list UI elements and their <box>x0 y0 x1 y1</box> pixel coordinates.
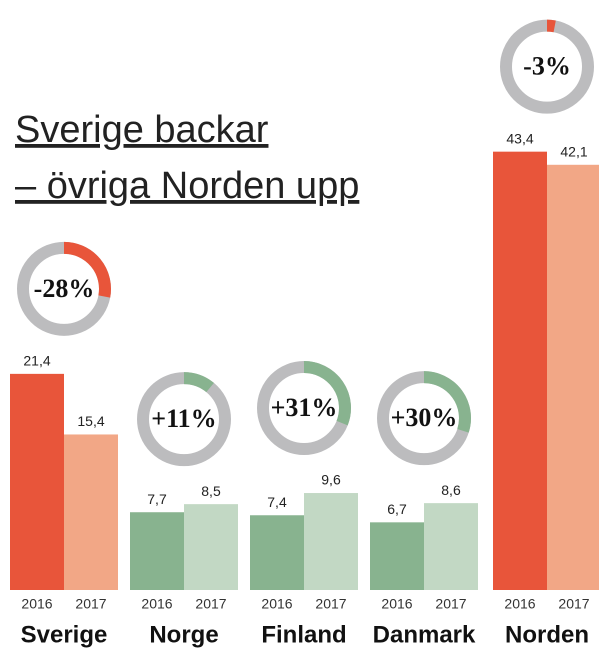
change-label: +11% <box>151 404 216 433</box>
bar <box>304 493 358 590</box>
bar <box>64 434 118 590</box>
group-label: Norge <box>149 621 218 648</box>
year-label: 2017 <box>75 596 106 612</box>
change-label: -3% <box>523 52 571 81</box>
year-label: 2016 <box>504 596 535 612</box>
value-label: 9,6 <box>321 472 341 488</box>
group-label: Danmark <box>373 621 476 648</box>
value-label: 6,7 <box>387 501 407 517</box>
bar <box>370 522 424 590</box>
bar <box>250 515 304 590</box>
bar <box>10 373 64 590</box>
change-arc <box>546 19 556 33</box>
bar <box>184 504 238 590</box>
value-label: 43,4 <box>506 130 533 146</box>
title-line: Sverige backar <box>15 109 269 151</box>
value-label: 7,4 <box>267 494 287 510</box>
group-label: Finland <box>261 621 346 648</box>
bar <box>547 164 599 591</box>
value-label: 42,1 <box>560 143 587 159</box>
year-label: 2017 <box>195 596 226 612</box>
value-label: 8,6 <box>441 482 461 498</box>
change-arc <box>423 371 471 433</box>
title-line: – övriga Norden upp <box>15 165 359 207</box>
year-label: 2016 <box>261 596 292 612</box>
year-label: 2017 <box>435 596 466 612</box>
year-label: 2017 <box>315 596 346 612</box>
year-label: 2016 <box>381 596 412 612</box>
year-label: 2017 <box>558 596 589 612</box>
change-arc <box>183 372 214 393</box>
bar <box>493 151 547 590</box>
change-arc <box>303 361 351 426</box>
group-label: Sverige <box>21 621 108 648</box>
title: Sverige backar – övriga Norden upp <box>15 109 359 207</box>
bar <box>424 503 478 590</box>
value-label: 15,4 <box>77 413 104 429</box>
change-label: -28% <box>34 274 95 303</box>
year-label: 2016 <box>141 596 172 612</box>
change-label: +31% <box>271 393 338 422</box>
change-arc <box>63 241 111 298</box>
change-label: +30% <box>391 403 458 432</box>
value-label: 8,5 <box>201 483 221 499</box>
year-label: 2016 <box>21 596 52 612</box>
group-label: Norden <box>505 621 589 648</box>
bar <box>130 512 184 590</box>
value-label: 7,7 <box>147 491 167 507</box>
value-label: 21,4 <box>23 353 50 369</box>
